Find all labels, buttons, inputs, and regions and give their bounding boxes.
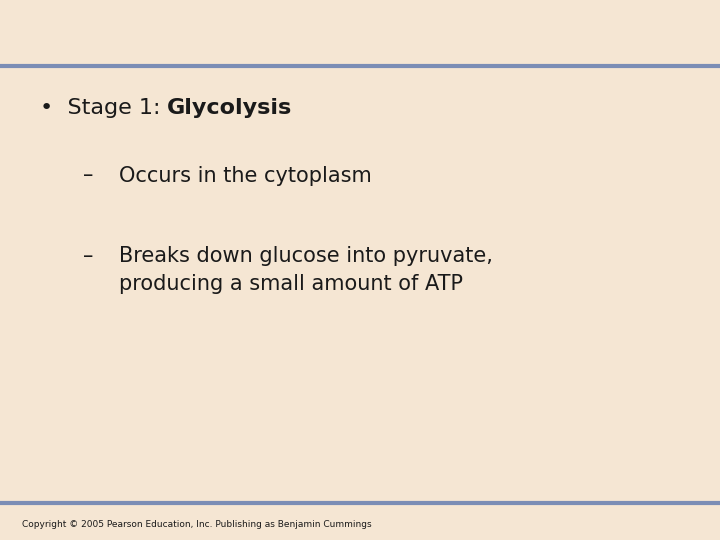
Text: •  Stage 1:: • Stage 1: xyxy=(40,98,167,118)
Text: Copyright © 2005 Pearson Education, Inc. Publishing as Benjamin Cummings: Copyright © 2005 Pearson Education, Inc.… xyxy=(22,521,372,529)
Text: Glycolysis: Glycolysis xyxy=(167,98,292,118)
Text: –: – xyxy=(83,165,93,186)
Text: Occurs in the cytoplasm: Occurs in the cytoplasm xyxy=(119,165,372,186)
Text: Breaks down glucose into pyruvate,
producing a small amount of ATP: Breaks down glucose into pyruvate, produ… xyxy=(119,246,492,294)
Text: –: – xyxy=(83,246,93,266)
